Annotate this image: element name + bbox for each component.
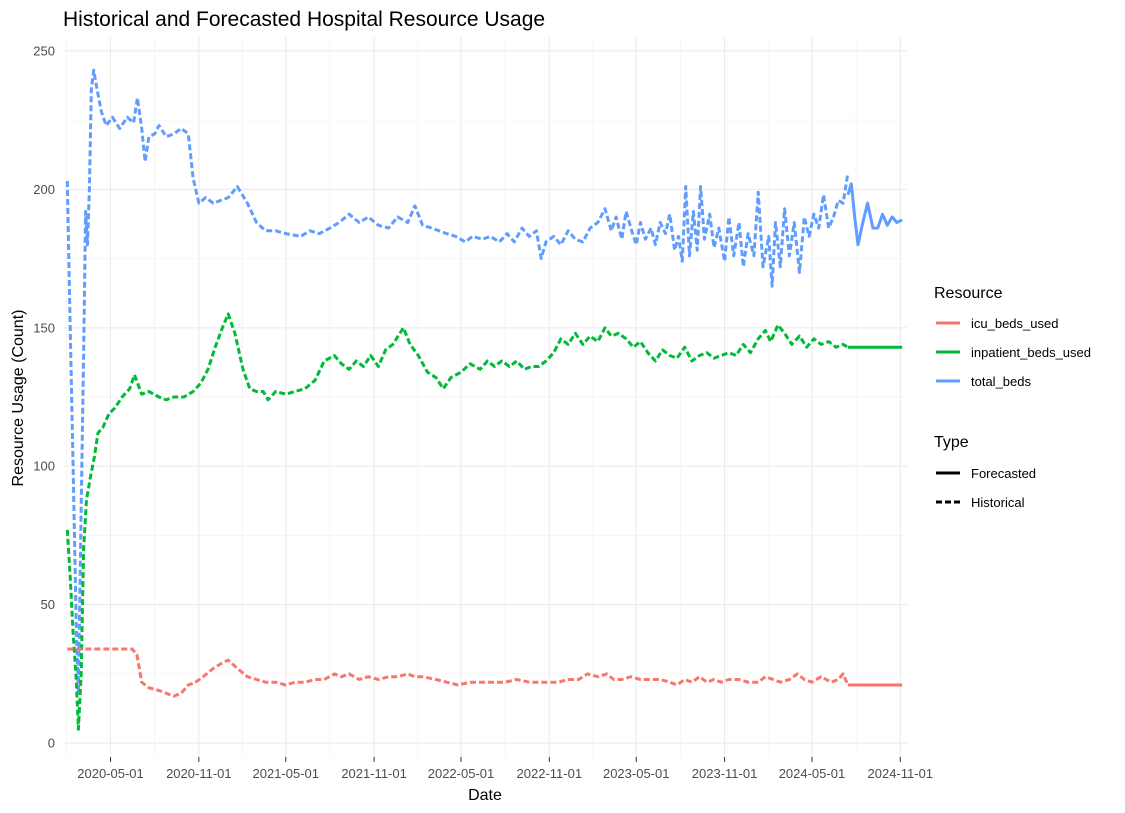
legend-label-icu_beds_used: icu_beds_used bbox=[971, 316, 1058, 331]
series-line-total_beds-historical bbox=[65, 68, 850, 695]
series-line-inpatient_beds_used-historical bbox=[65, 312, 849, 731]
x-tick-label: 2023-05-01 bbox=[603, 766, 670, 781]
x-tick-label: 2022-11-01 bbox=[517, 766, 583, 781]
grid bbox=[63, 37, 907, 757]
x-tick-label: 2021-11-01 bbox=[341, 766, 407, 781]
series-line-icu_beds_used-historical bbox=[67, 647, 850, 698]
x-tick-label: 2020-11-01 bbox=[166, 766, 232, 781]
y-tick-label: 100 bbox=[33, 459, 55, 474]
legend-title-type: Type bbox=[934, 434, 969, 451]
chart-title: Historical and Forecasted Hospital Resou… bbox=[63, 8, 545, 31]
legend-label-total_beds: total_beds bbox=[971, 374, 1031, 389]
x-tick-label: 2022-05-01 bbox=[428, 766, 495, 781]
legend-label-forecasted: Forecasted bbox=[971, 466, 1036, 481]
series-line-total_beds-forecasted bbox=[846, 182, 903, 247]
x-tick-label: 2021-05-01 bbox=[253, 766, 320, 781]
y-tick-label: 200 bbox=[33, 182, 55, 197]
legend-title-resource: Resource bbox=[934, 285, 1003, 302]
x-tick-label: 2023-11-01 bbox=[692, 766, 758, 781]
y-axis-title: Resource Usage (Count) bbox=[10, 310, 27, 487]
x-tick-label: 2024-05-01 bbox=[779, 766, 846, 781]
y-tick-label: 50 bbox=[41, 597, 55, 612]
x-tick-label: 2020-05-01 bbox=[77, 766, 144, 781]
legend-label-inpatient_beds_used: inpatient_beds_used bbox=[971, 345, 1091, 360]
series-lines bbox=[65, 68, 903, 731]
y-tick-label: 0 bbox=[48, 736, 55, 751]
legend-label-historical: Historical bbox=[971, 495, 1025, 510]
y-tick-label: 150 bbox=[33, 320, 55, 335]
y-axis-ticks: 0 50 100 150 200 250 bbox=[33, 43, 55, 750]
legend: Resource icu_beds_used inpatient_beds_used… bbox=[934, 285, 1091, 510]
x-tick-label: 2024-11-01 bbox=[868, 766, 934, 781]
x-axis-ticks: 2020-05-01 2020-11-01 2021-05-01 2021-11-01… bbox=[77, 757, 933, 781]
y-tick-label: 250 bbox=[33, 43, 55, 58]
x-axis-title: Date bbox=[468, 787, 502, 804]
